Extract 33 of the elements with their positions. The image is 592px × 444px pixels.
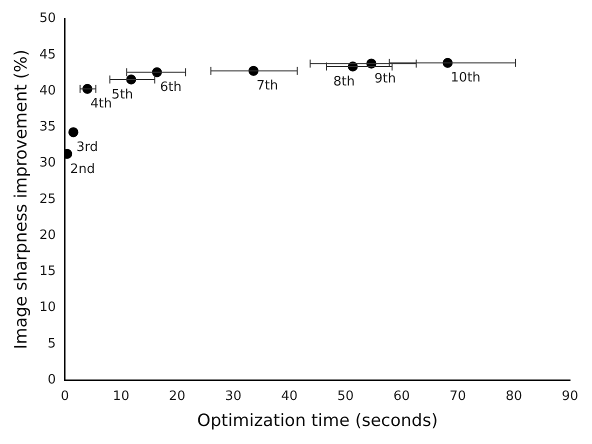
annotation: 10th [450, 70, 481, 86]
y-tick-label: 45 [39, 47, 56, 62]
y-tick-label: 20 [39, 228, 56, 243]
annotation: 7th [256, 78, 278, 94]
y-tick-label: 50 [39, 11, 56, 26]
y-tick-label: 15 [39, 264, 56, 280]
y-tick-label: 0 [48, 372, 56, 388]
x-tick-label: 10 [112, 389, 130, 404]
y-tick-label: 30 [39, 156, 56, 171]
y-tick-label: 10 [39, 300, 56, 316]
x-tick-label: 30 [225, 389, 242, 404]
annotation: 9th [374, 71, 396, 86]
x-tick-label: 60 [393, 389, 410, 404]
y-tick-label: 40 [39, 83, 56, 98]
annotation: 3rd [76, 140, 98, 156]
annotation: 6th [160, 80, 182, 96]
annotation: 4th [90, 96, 112, 112]
y-tick-label: 35 [39, 120, 56, 135]
x-tick-label: 0 [60, 389, 70, 404]
x-tick-label: 70 [449, 389, 466, 404]
y-tick-label: 5 [48, 336, 56, 352]
annotation: 2nd [70, 162, 95, 177]
x-tick-label: 50 [337, 389, 354, 404]
annotation: 8th [333, 74, 355, 90]
x-tick-label: 40 [281, 389, 298, 404]
y-tick-label: 25 [39, 192, 56, 207]
point [68, 127, 78, 138]
annotation: 5th [112, 87, 134, 102]
x-tick-label: 90 [562, 389, 578, 404]
y-axis-title: Image sharpness improvement (%) [12, 50, 32, 350]
x-tick-label: 80 [506, 389, 522, 404]
x-tick-label: 20 [168, 389, 186, 404]
x-axis-title: Optimization time (seconds) [197, 411, 438, 432]
